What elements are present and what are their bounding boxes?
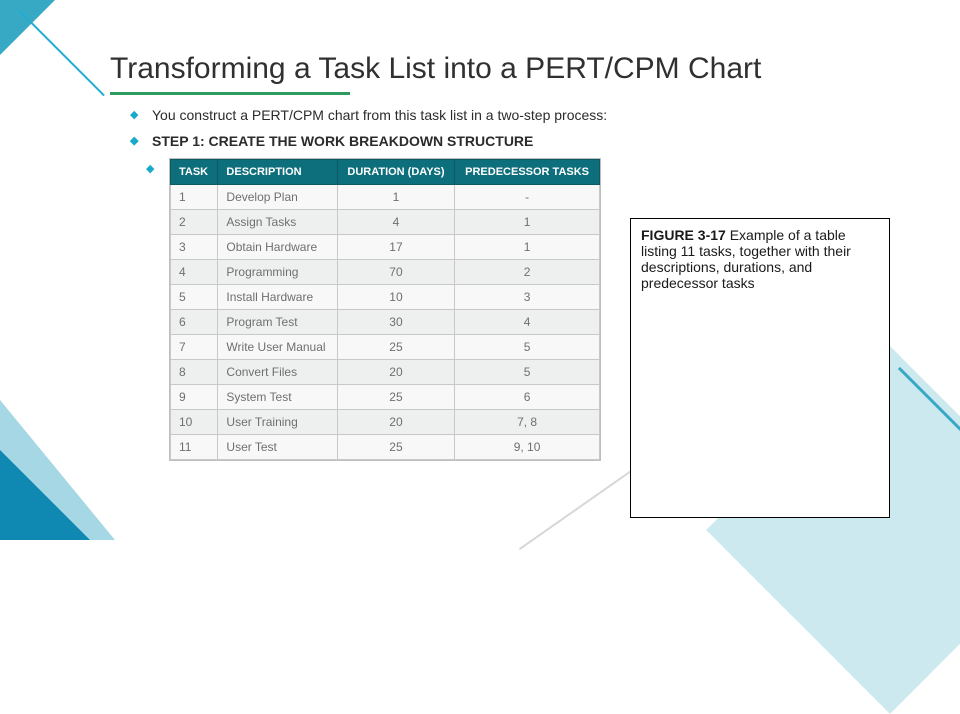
col-description: DESCRIPTION <box>218 159 337 184</box>
table-cell: 1 <box>171 184 218 209</box>
diamond-icon: ◆ <box>146 159 160 179</box>
table-cell: Convert Files <box>218 359 337 384</box>
table-cell: Assign Tasks <box>218 209 337 234</box>
table-cell: 25 <box>337 384 454 409</box>
bullet-intro: You construct a PERT/CPM chart from this… <box>130 107 900 123</box>
table-cell: 10 <box>171 409 218 434</box>
table-row: 6Program Test304 <box>171 309 600 334</box>
col-duration: DURATION (DAYS) <box>337 159 454 184</box>
table-row: 5Install Hardware103 <box>171 284 600 309</box>
table-cell: 5 <box>171 284 218 309</box>
table-cell: 5 <box>455 334 600 359</box>
table-row: 1Develop Plan1- <box>171 184 600 209</box>
table-row: 4Programming702 <box>171 259 600 284</box>
table-cell: 11 <box>171 434 218 459</box>
slide-title: Transforming a Task List into a PERT/CPM… <box>110 50 900 88</box>
table-cell: 6 <box>455 384 600 409</box>
col-predecessor: PREDECESSOR TASKS <box>455 159 600 184</box>
table-cell: 8 <box>171 359 218 384</box>
table-cell: 9, 10 <box>455 434 600 459</box>
figure-number: FIGURE 3-17 <box>641 227 726 243</box>
table-cell: 20 <box>337 409 454 434</box>
table-cell: 1 <box>337 184 454 209</box>
table-cell: 4 <box>337 209 454 234</box>
title-underline <box>110 92 350 95</box>
table-row: 9System Test256 <box>171 384 600 409</box>
table-cell: 25 <box>337 334 454 359</box>
table-cell: 7, 8 <box>455 409 600 434</box>
table-row: 7Write User Manual255 <box>171 334 600 359</box>
table-cell: Obtain Hardware <box>218 234 337 259</box>
table-row: 8Convert Files205 <box>171 359 600 384</box>
bullet-step1: STEP 1: CREATE THE WORK BREAKDOWN STRUCT… <box>130 133 900 149</box>
table-row: 10User Training207, 8 <box>171 409 600 434</box>
table-cell: 17 <box>337 234 454 259</box>
table-cell: 6 <box>171 309 218 334</box>
table-cell: System Test <box>218 384 337 409</box>
table-header: TASK DESCRIPTION DURATION (DAYS) PREDECE… <box>171 159 600 184</box>
table-cell: 20 <box>337 359 454 384</box>
table-cell: Programming <box>218 259 337 284</box>
table-cell: User Test <box>218 434 337 459</box>
table-cell: Install Hardware <box>218 284 337 309</box>
col-task: TASK <box>171 159 218 184</box>
table-cell: User Training <box>218 409 337 434</box>
table-cell: 25 <box>337 434 454 459</box>
figure-caption-box: FIGURE 3-17 Example of a table listing 1… <box>630 218 890 518</box>
table-cell: 9 <box>171 384 218 409</box>
table-cell: 1 <box>455 234 600 259</box>
wbs-table: TASK DESCRIPTION DURATION (DAYS) PREDECE… <box>170 159 600 460</box>
table-cell: 70 <box>337 259 454 284</box>
table-cell: 2 <box>171 209 218 234</box>
table-cell: Write User Manual <box>218 334 337 359</box>
table-cell: Develop Plan <box>218 184 337 209</box>
table-cell: 1 <box>455 209 600 234</box>
table-cell: 5 <box>455 359 600 384</box>
table-cell: Program Test <box>218 309 337 334</box>
table-row: 2Assign Tasks41 <box>171 209 600 234</box>
table-cell: 7 <box>171 334 218 359</box>
table-row: 3Obtain Hardware171 <box>171 234 600 259</box>
table-cell: 4 <box>171 259 218 284</box>
bullet-list: You construct a PERT/CPM chart from this… <box>130 107 900 149</box>
table-row: 11User Test259, 10 <box>171 434 600 459</box>
table-cell: 30 <box>337 309 454 334</box>
table-cell: - <box>455 184 600 209</box>
table-cell: 3 <box>171 234 218 259</box>
slide-body: Transforming a Task List into a PERT/CPM… <box>0 0 960 480</box>
table-cell: 10 <box>337 284 454 309</box>
table-cell: 2 <box>455 259 600 284</box>
table-body: 1Develop Plan1-2Assign Tasks413Obtain Ha… <box>171 184 600 459</box>
table-cell: 3 <box>455 284 600 309</box>
table-cell: 4 <box>455 309 600 334</box>
